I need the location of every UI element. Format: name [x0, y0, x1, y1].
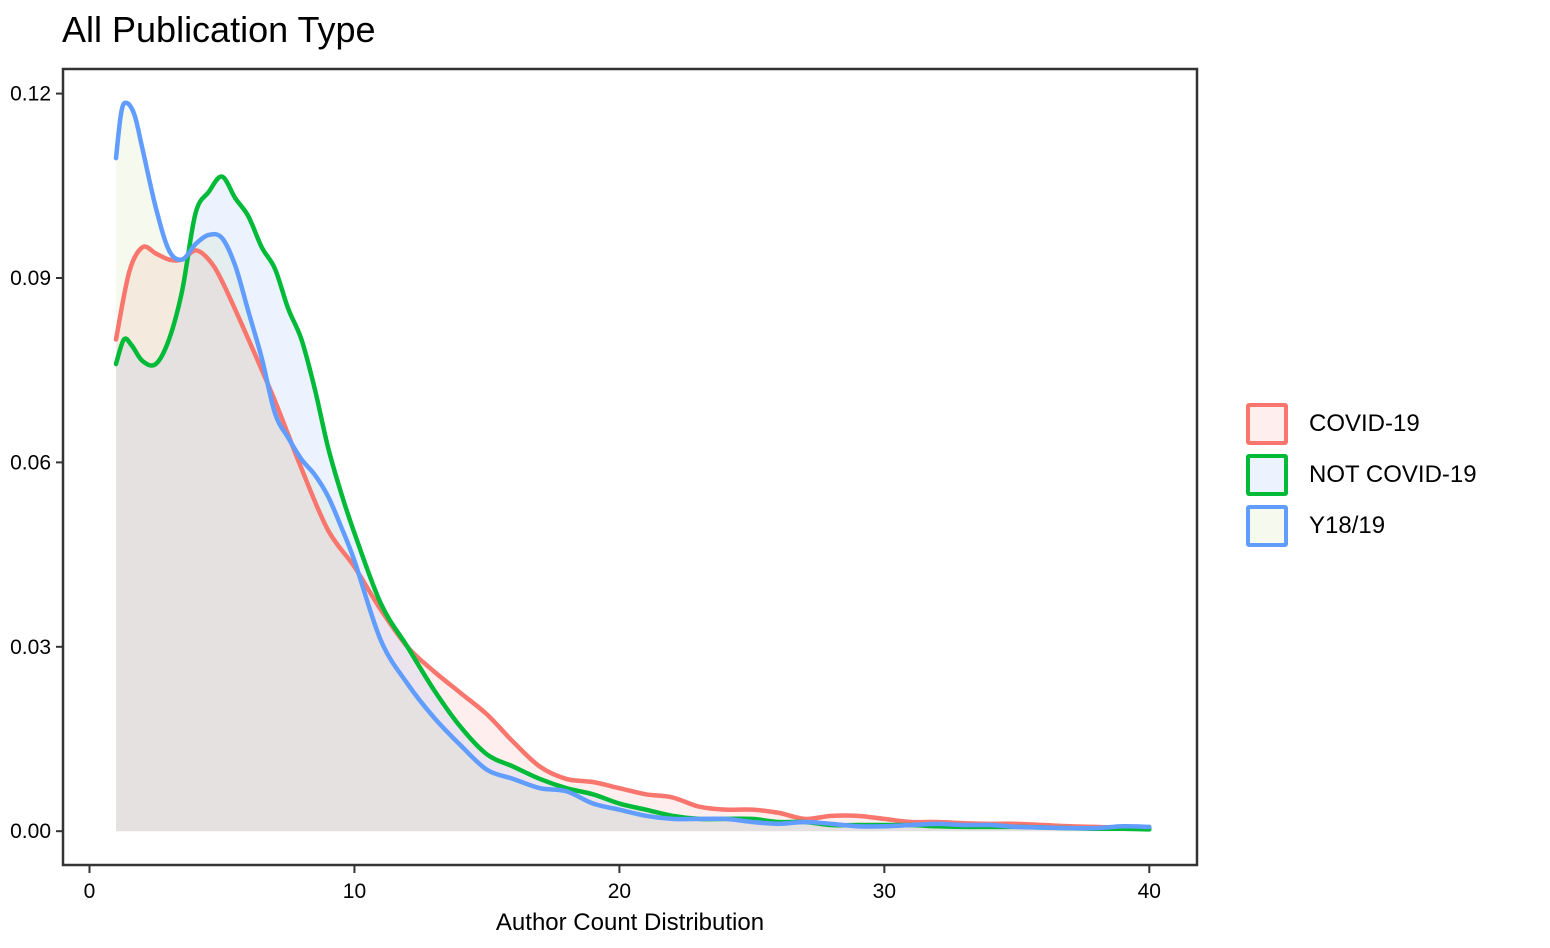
- chart-title: All Publication Type: [62, 9, 376, 50]
- density-lines: [113, 100, 1152, 832]
- x-tick-label: 10: [343, 880, 366, 903]
- density-fills: [115, 102, 1150, 832]
- density-area-y18-19: [115, 102, 1150, 832]
- legend-item-covid-19: COVID-19: [1246, 398, 1477, 449]
- y-tick-label: 0.06: [10, 451, 51, 474]
- legend-item-y18-19: Y18/19: [1246, 500, 1477, 551]
- x-axis: 0 10 20 30 40: [84, 865, 1161, 903]
- y-axis: 0.00 0.03 0.06 0.09 0.12: [10, 83, 63, 843]
- legend-label: COVID-19: [1309, 409, 1420, 437]
- x-axis-title: Author Count Distribution: [496, 909, 764, 936]
- x-tick-label: 20: [608, 880, 631, 903]
- y-tick-label: 0.09: [10, 267, 51, 290]
- legend-item-not-covid-19: NOT COVID-19: [1246, 449, 1477, 500]
- y-tick-label: 0.00: [10, 820, 51, 843]
- x-tick-label: 40: [1138, 880, 1161, 903]
- plot-panel-border: [61, 67, 1199, 867]
- density-area-covid-19: [115, 246, 1150, 832]
- density-area-not-covid-19: [115, 176, 1150, 832]
- density-line-not-covid-19: [113, 174, 1152, 832]
- x-tick-label: 30: [873, 880, 896, 903]
- legend-key-not-covid-19: [1246, 453, 1288, 496]
- legend-label: Y18/19: [1309, 511, 1386, 539]
- y-tick-label: 0.03: [10, 636, 51, 659]
- legend-key-covid-19: [1246, 402, 1288, 445]
- density-line-y18-19: [113, 100, 1152, 831]
- x-tick-label: 0: [84, 880, 96, 903]
- legend: COVID-19 NOT COVID-19 Y18/19: [1246, 398, 1477, 551]
- legend-key-y18-19: [1246, 504, 1288, 547]
- y-tick-label: 0.12: [10, 83, 51, 106]
- legend-label: NOT COVID-19: [1309, 460, 1477, 488]
